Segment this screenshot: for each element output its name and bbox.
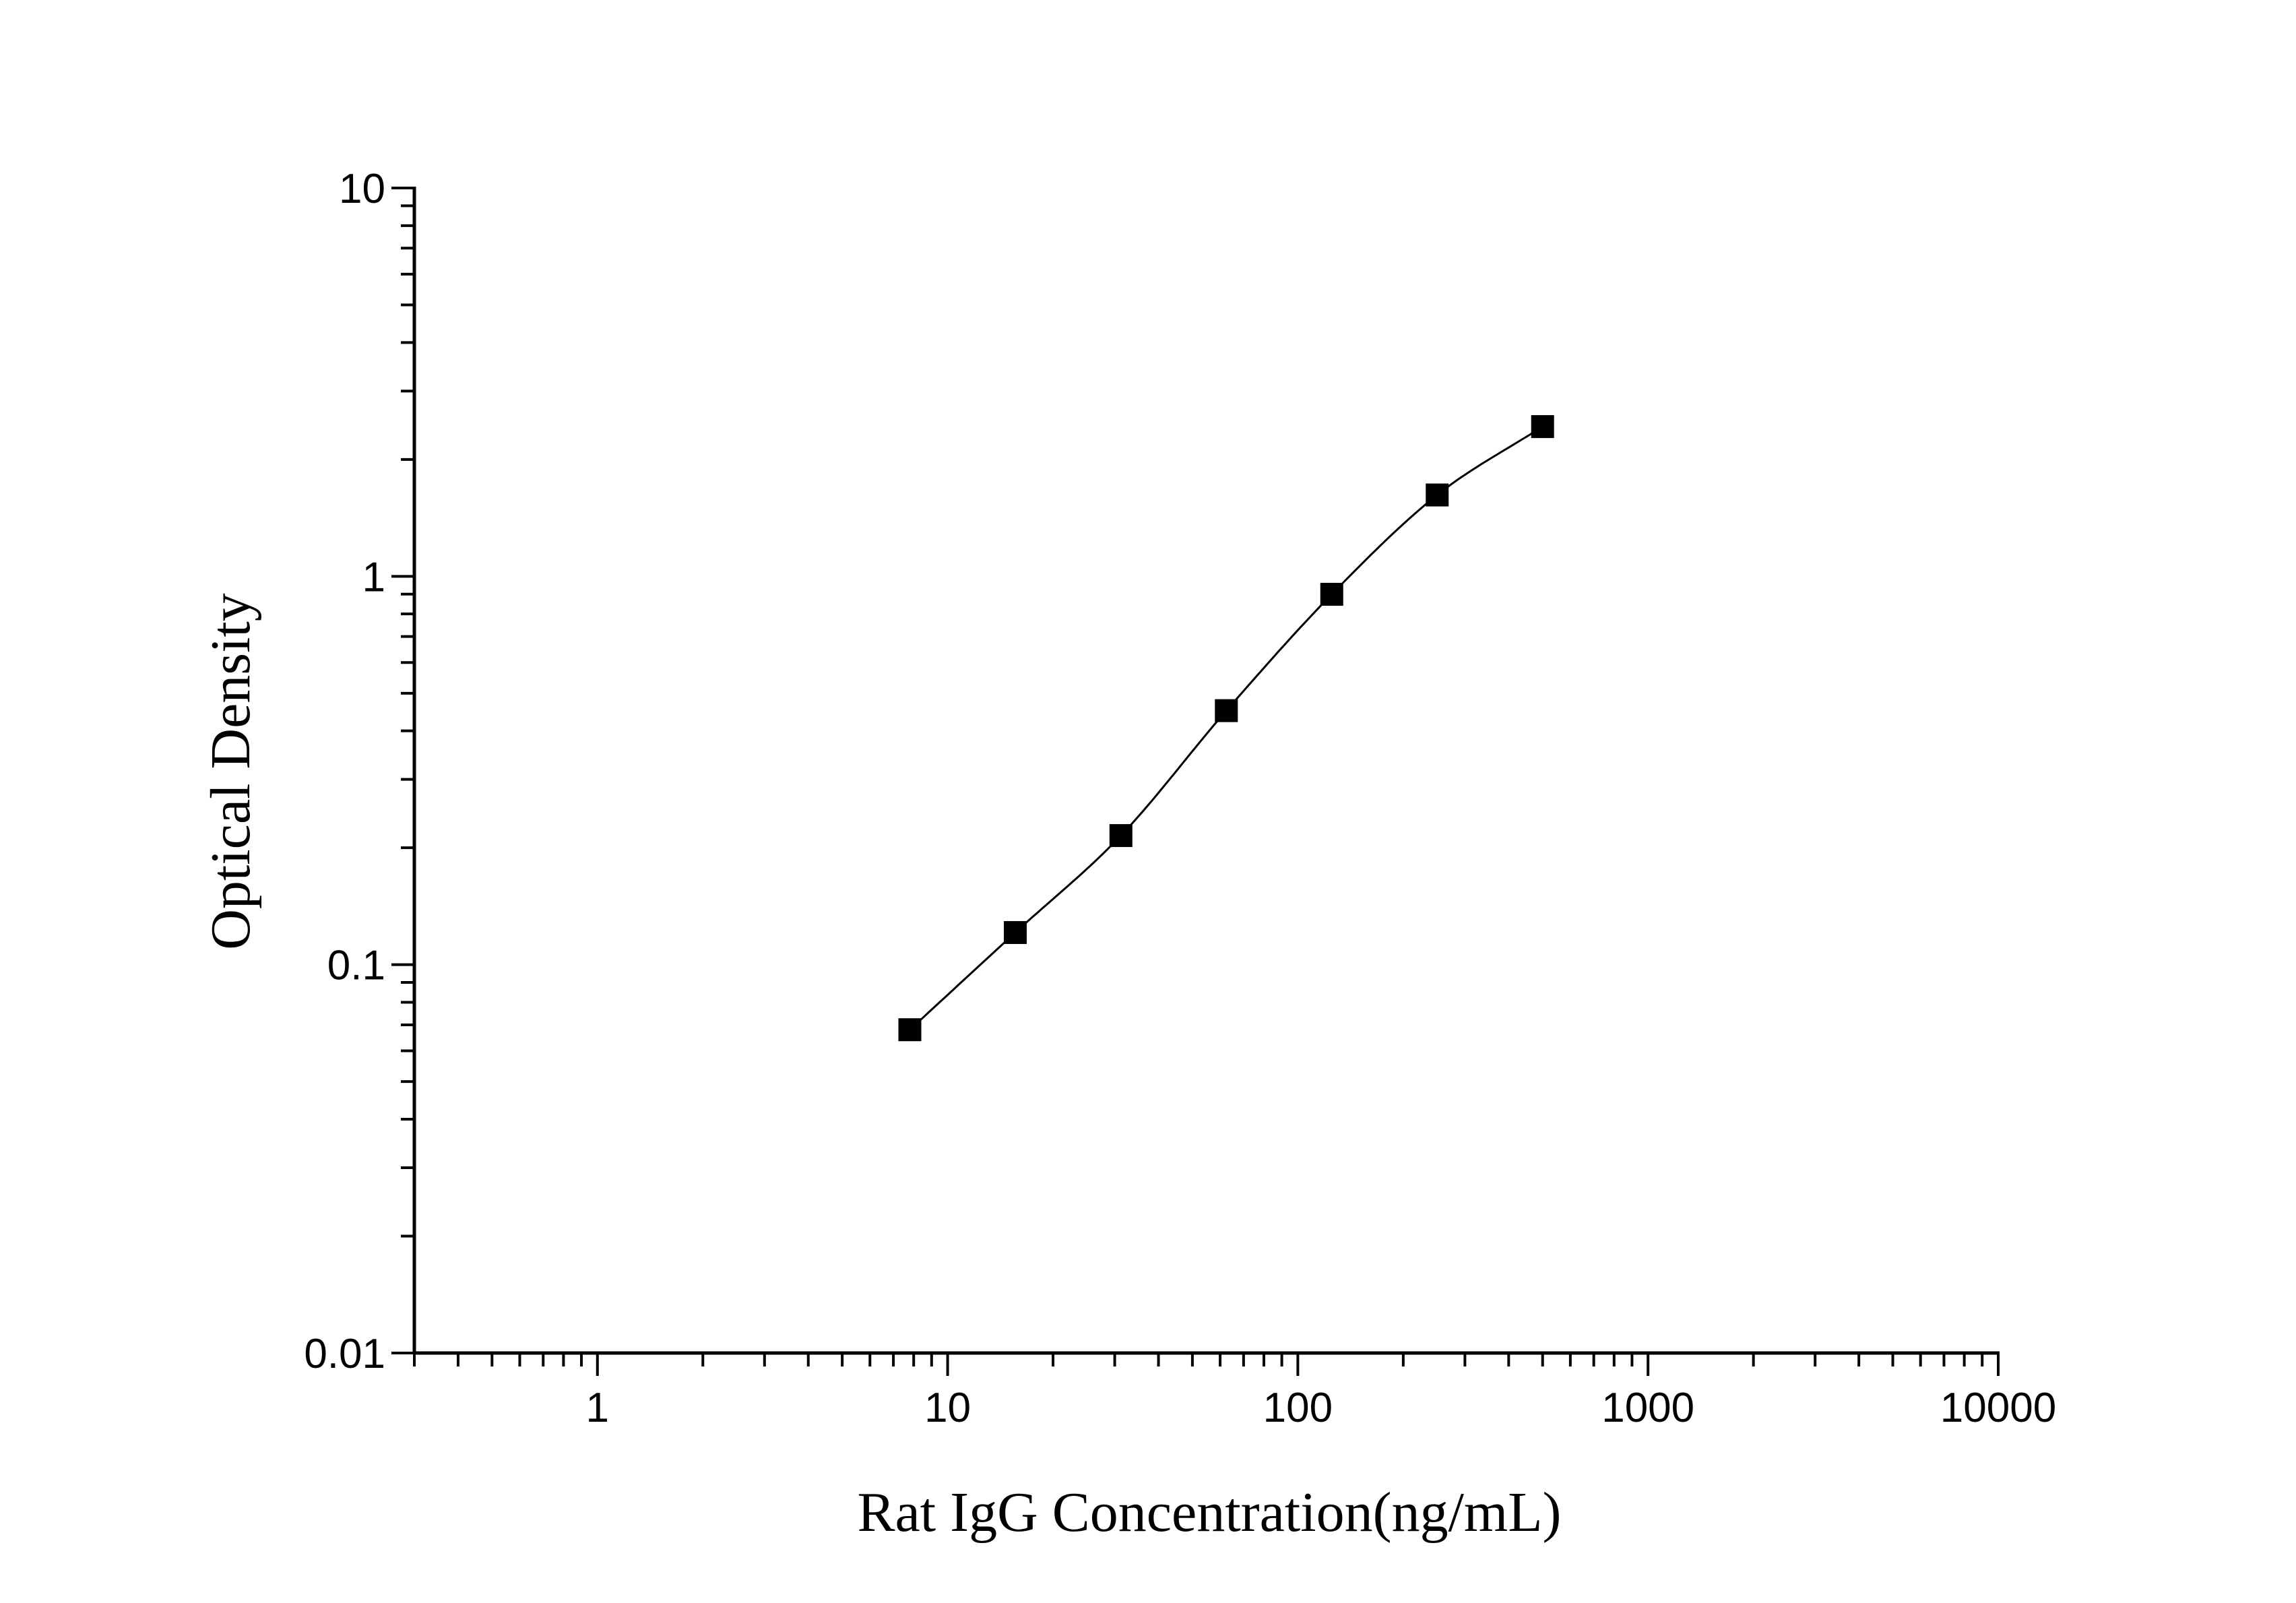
- x-tick-label: 1: [586, 1385, 609, 1431]
- data-point-marker: [1003, 920, 1027, 944]
- y-axis-title: Optical Density: [199, 593, 262, 950]
- x-tick-label: 1000: [1601, 1385, 1694, 1431]
- data-points: [898, 415, 1554, 1042]
- y-tick-label: 0.1: [327, 943, 385, 989]
- y-tick-label: 1: [362, 554, 385, 600]
- data-point-marker: [898, 1018, 922, 1042]
- data-point-marker: [1109, 824, 1133, 848]
- y-axis: 0.01 0.1 1 10: [304, 166, 416, 1377]
- x-tick-label: 100: [1263, 1385, 1333, 1431]
- data-point-marker: [1320, 582, 1343, 606]
- data-point-marker: [1531, 415, 1554, 439]
- x-tick-label: 10000: [1940, 1385, 2056, 1431]
- y-axis-ticks: 0.01 0.1 1 10: [304, 166, 414, 1377]
- y-tick-label: 10: [339, 166, 385, 212]
- data-point-marker: [1426, 483, 1449, 507]
- x-tick-label: 10: [924, 1385, 971, 1431]
- x-axis-ticks: 1 10 100 1000 10000: [413, 1353, 2056, 1431]
- x-axis: 1 10 100 1000 10000: [413, 1351, 2056, 1431]
- data-point-marker: [1215, 699, 1238, 722]
- y-tick-label: 0.01: [304, 1331, 385, 1377]
- x-axis-title: Rat IgG Concentration(ng/mL): [857, 1481, 1561, 1544]
